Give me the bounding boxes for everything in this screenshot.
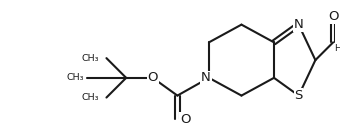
Text: O: O [328,10,338,23]
Text: CH₃: CH₃ [82,54,99,63]
Text: O: O [148,71,158,84]
Text: H: H [335,44,340,53]
Text: S: S [294,89,303,102]
Text: O: O [180,113,190,126]
Text: N: N [294,18,304,31]
Text: CH₃: CH₃ [82,93,99,102]
Text: CH₃: CH₃ [66,73,84,82]
Text: N: N [201,71,211,84]
